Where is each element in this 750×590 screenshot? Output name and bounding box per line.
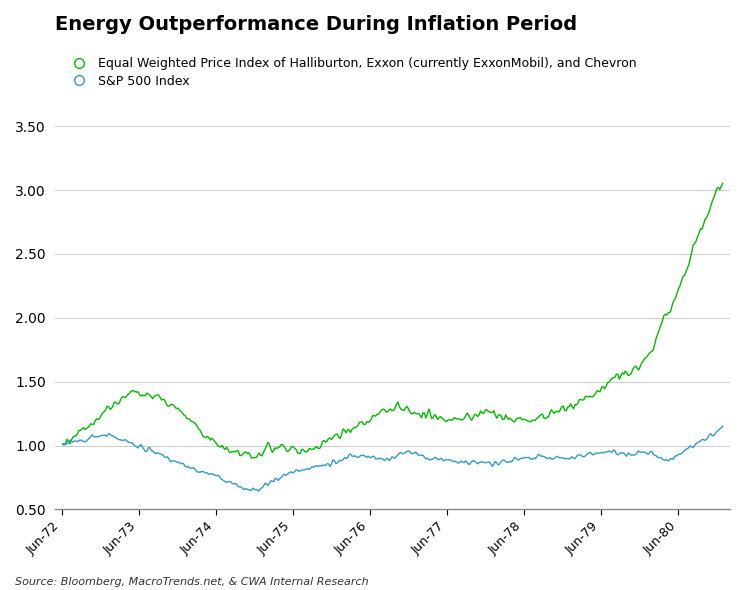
Text: Energy Outperformance During Inflation Period: Energy Outperformance During Inflation P… xyxy=(56,15,578,34)
Text: Source: Bloomberg, MacroTrends.net, & CWA Internal Research: Source: Bloomberg, MacroTrends.net, & CW… xyxy=(15,577,369,587)
Legend: Equal Weighted Price Index of Halliburton, Exxon (currently ExxonMobil), and Che: Equal Weighted Price Index of Halliburto… xyxy=(62,53,641,93)
